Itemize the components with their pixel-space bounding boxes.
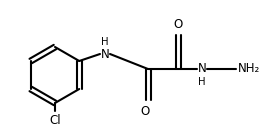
Text: H: H xyxy=(198,77,206,87)
Text: H: H xyxy=(101,37,109,47)
Text: O: O xyxy=(140,105,150,118)
Text: N: N xyxy=(101,47,109,60)
Text: NH₂: NH₂ xyxy=(238,63,260,75)
Text: O: O xyxy=(173,18,183,31)
Text: Cl: Cl xyxy=(49,114,61,127)
Text: N: N xyxy=(198,63,206,75)
